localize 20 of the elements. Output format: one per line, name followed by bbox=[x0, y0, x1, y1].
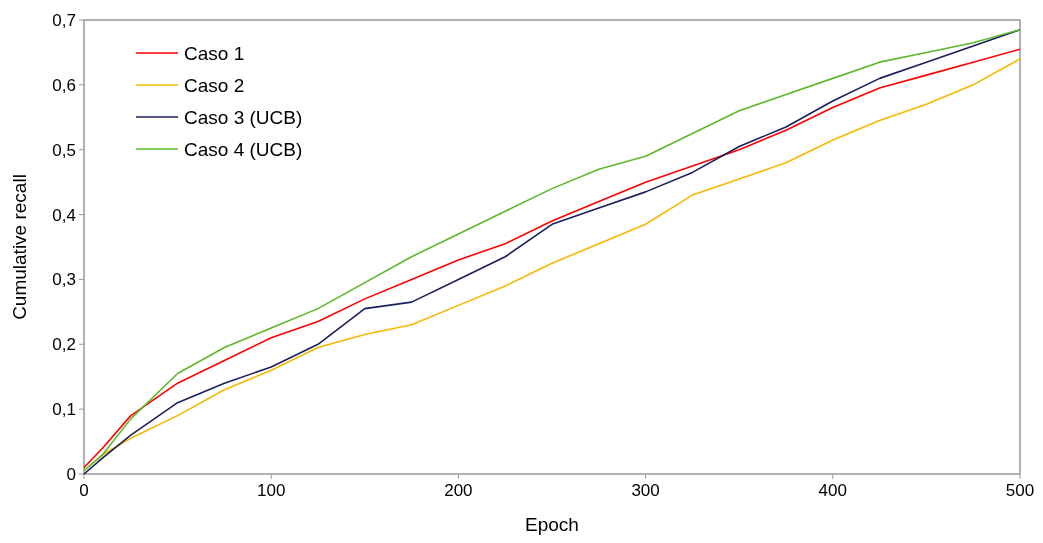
y-tick-label: 0,7 bbox=[52, 10, 76, 30]
legend-label: Caso 4 (UCB) bbox=[184, 138, 303, 160]
x-tick-label: 0 bbox=[79, 481, 89, 500]
x-tick-label: 500 bbox=[1005, 481, 1035, 500]
y-tick-label: 0,4 bbox=[52, 205, 76, 225]
y-axis-title: Cumulative recall bbox=[9, 174, 30, 320]
y-tick-label: 0,1 bbox=[52, 400, 76, 420]
x-tick-label: 100 bbox=[257, 481, 286, 500]
x-tick-label: 400 bbox=[818, 481, 847, 500]
legend-label: Caso 2 bbox=[184, 74, 245, 96]
y-tick-label: 0,3 bbox=[52, 270, 76, 290]
y-tick-label: 0,2 bbox=[52, 335, 76, 355]
x-tick-label: 300 bbox=[631, 481, 660, 500]
legend-label: Caso 1 bbox=[184, 42, 245, 64]
legend-label: Caso 3 (UCB) bbox=[184, 106, 303, 128]
x-axis-title: Epoch bbox=[525, 514, 579, 535]
y-tick-label: 0 bbox=[66, 464, 76, 484]
y-tick-label: 0,5 bbox=[52, 140, 76, 160]
x-tick-label: 200 bbox=[444, 481, 473, 500]
y-tick-label: 0,6 bbox=[52, 75, 76, 95]
